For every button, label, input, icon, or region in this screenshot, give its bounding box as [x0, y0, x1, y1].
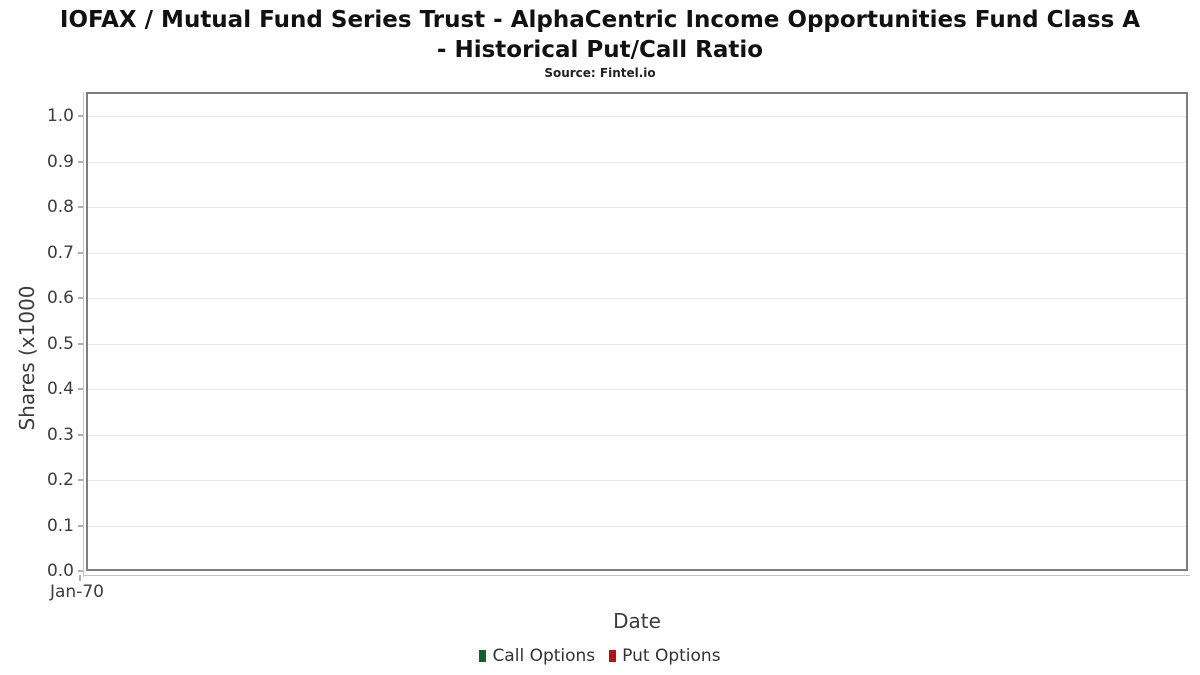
- y-tick-label: 0.2: [46, 470, 74, 490]
- legend-label: Call Options: [492, 646, 596, 666]
- x-axis-title: Date: [613, 609, 661, 633]
- y-tick-label: 0.9: [46, 151, 74, 172]
- gridline: [88, 298, 1186, 299]
- x-axis-line: [83, 575, 1190, 576]
- y-tick-label: 0.6: [46, 288, 74, 308]
- y-tick-mark: [78, 524, 83, 527]
- y-tick-label: 0.5: [46, 333, 74, 354]
- y-tick-mark: [78, 297, 83, 299]
- call-options-swatch-icon: [479, 650, 487, 662]
- y-tick-mark: [78, 570, 83, 572]
- chart-title-line2: - Historical Put/Call Ratio: [436, 37, 764, 63]
- chart-legend: Call Options Put Options: [0, 646, 1200, 666]
- gridline: [88, 389, 1186, 390]
- x-tick-mark: [79, 575, 81, 581]
- y-tick-mark: [78, 479, 83, 481]
- put-options-swatch-icon: [609, 650, 617, 662]
- y-tick-label: 0.0: [46, 561, 74, 581]
- y-tick-mark: [78, 342, 83, 345]
- legend-item-put-options[interactable]: Put Options: [609, 646, 721, 666]
- plot-area: [86, 92, 1188, 571]
- gridline: [88, 525, 1186, 527]
- y-axis-line: [83, 92, 84, 577]
- chart-source: Source: Fintel.io: [544, 66, 656, 80]
- y-tick-label: 0.3: [46, 424, 74, 445]
- gridline: [88, 161, 1186, 163]
- legend-item-call-options[interactable]: Call Options: [479, 646, 595, 666]
- y-tick-label: 0.1: [46, 515, 74, 536]
- y-tick-label: 0.8: [46, 197, 74, 217]
- y-tick-label: 0.4: [46, 379, 74, 399]
- y-tick-mark: [78, 160, 83, 163]
- legend-label: Put Options: [622, 646, 721, 666]
- gridline: [88, 116, 1186, 117]
- y-tick-mark: [78, 433, 83, 436]
- x-tick-label: Jan-70: [50, 582, 104, 602]
- y-tick-mark: [78, 251, 83, 254]
- gridline: [88, 434, 1186, 436]
- gridline: [88, 343, 1186, 345]
- y-tick-mark: [78, 206, 83, 208]
- y-tick-label: 0.7: [46, 242, 74, 263]
- y-tick-mark: [78, 388, 83, 390]
- chart-title-line1: IOFAX / Mutual Fund Series Trust - Alpha…: [59, 7, 1141, 33]
- gridline: [88, 207, 1186, 208]
- y-tick-label: 1.0: [46, 106, 74, 126]
- gridline: [88, 480, 1186, 481]
- y-tick-mark: [78, 115, 83, 117]
- gridline: [88, 252, 1186, 254]
